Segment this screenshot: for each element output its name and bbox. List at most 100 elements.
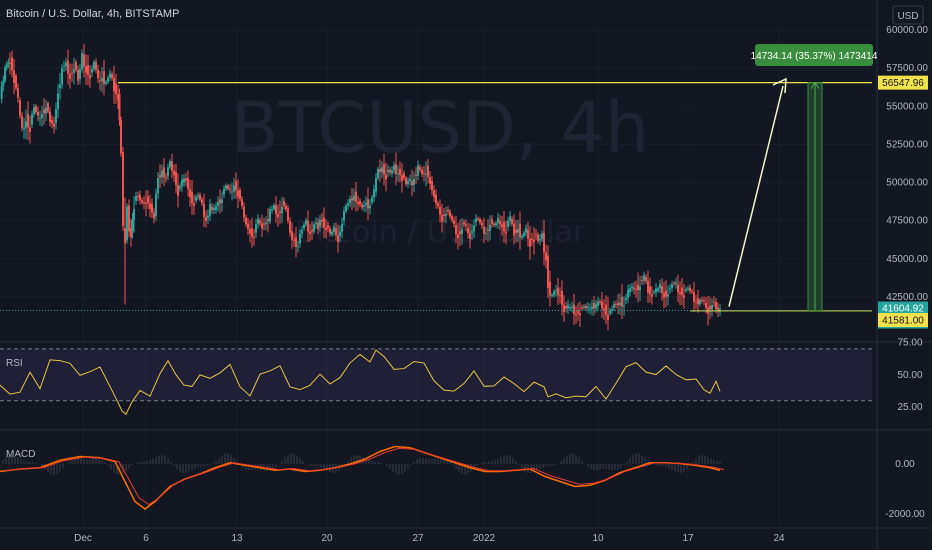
candle-body [655,288,657,292]
time-tick-label: 17 [682,533,694,544]
candle-body [471,231,473,233]
candle-body [621,296,623,307]
candle-body [423,173,425,175]
candle-body [647,280,649,293]
candle-body [559,295,561,297]
candle-body [691,290,693,293]
candle-body [507,221,509,227]
candle-body [31,114,33,125]
time-tick-label: 2022 [473,533,496,544]
candle-body [481,222,483,226]
candle-body [697,298,699,305]
candle-body [183,178,185,183]
candle-body [479,219,481,223]
candle-body [179,186,181,189]
candle-body [463,222,465,225]
price-tick-label: 57500.00 [886,63,928,74]
candle-body [705,302,707,308]
candle-body [295,237,297,247]
candle-body [627,289,629,298]
candle-body [715,302,717,310]
candle-body [587,306,589,309]
candle-body [83,54,85,67]
currency-box[interactable] [892,5,924,25]
candle-body [17,88,19,98]
candle-body [531,238,533,240]
candle-body [251,228,253,238]
candle-body [413,178,415,186]
candle-body [353,195,355,201]
candle-body [527,229,529,239]
candle-body [245,217,247,225]
candle-body [118,94,121,121]
candle-body [491,219,493,224]
candle-body [203,203,205,217]
candle-body [675,282,677,284]
candle-body [19,100,21,116]
price-pane[interactable]: 14734.14 (35.37%) 1473414 [0,43,878,331]
candle-body [567,304,569,309]
candle-body [115,83,117,95]
candle-body [521,236,523,238]
candle-body [211,206,213,211]
candle-body [285,205,287,210]
candle-body [153,212,155,219]
candle-body [259,220,261,224]
candle-body [625,297,627,300]
candle-body [571,306,573,308]
candle-body [39,117,41,119]
candle-body [223,188,225,195]
candle-body [557,287,559,296]
candle-body [241,199,243,206]
rsi-pane[interactable]: RSI 75.00 50.00 25.00 [0,337,923,415]
candle-body [405,178,407,185]
candle-body [323,217,325,228]
candle-body [409,178,411,182]
candle-body [33,107,35,115]
candle-body [633,287,635,289]
candle-body [685,289,687,291]
candle-body [613,304,615,308]
measure-arrowhead [810,81,820,89]
candle-body [497,218,499,224]
price-axis[interactable]: 60000.00 57500.00 55000.00 52500.00 50000.00… [878,25,928,329]
candle-body [181,179,183,187]
candle-body [249,229,251,234]
candle-body [407,181,409,185]
candle-body [371,197,373,203]
candle-body [377,169,379,178]
candle-body [341,224,343,232]
candle-body [579,313,581,316]
candle-body [477,218,479,220]
candle-body [671,284,673,289]
candle-body [487,229,489,232]
candle-body [399,168,401,176]
candle-body [667,294,669,297]
rsi-tick-label: 50.00 [897,370,922,381]
candle-body [229,188,231,190]
candle-body [537,234,539,242]
candle-body [343,211,345,221]
candle-body [457,233,459,239]
candle-body [65,62,67,67]
candle-body [177,184,179,196]
chart-title: Bitcoin / U.S. Dollar, 4h, BITSTAMP [6,8,179,20]
candle-body [275,205,277,214]
candle-body [13,70,15,84]
candle-body [105,81,107,84]
candle-body [519,223,521,238]
candle-body [375,177,377,192]
time-axis[interactable]: Dec 6 13 20 27 2022 10 17 24 [74,533,785,544]
rsi-band [0,348,872,401]
candle-body [665,290,667,297]
candle-body [120,120,122,154]
candle-body [461,228,463,235]
candle-body [589,308,591,310]
candle-body [435,194,437,204]
candle-body [291,231,293,240]
macd-pane[interactable]: MACD 0.00 -2000.00 [0,445,925,521]
candle-body [649,286,651,295]
candle-body [473,225,475,232]
candle-body [391,170,393,174]
